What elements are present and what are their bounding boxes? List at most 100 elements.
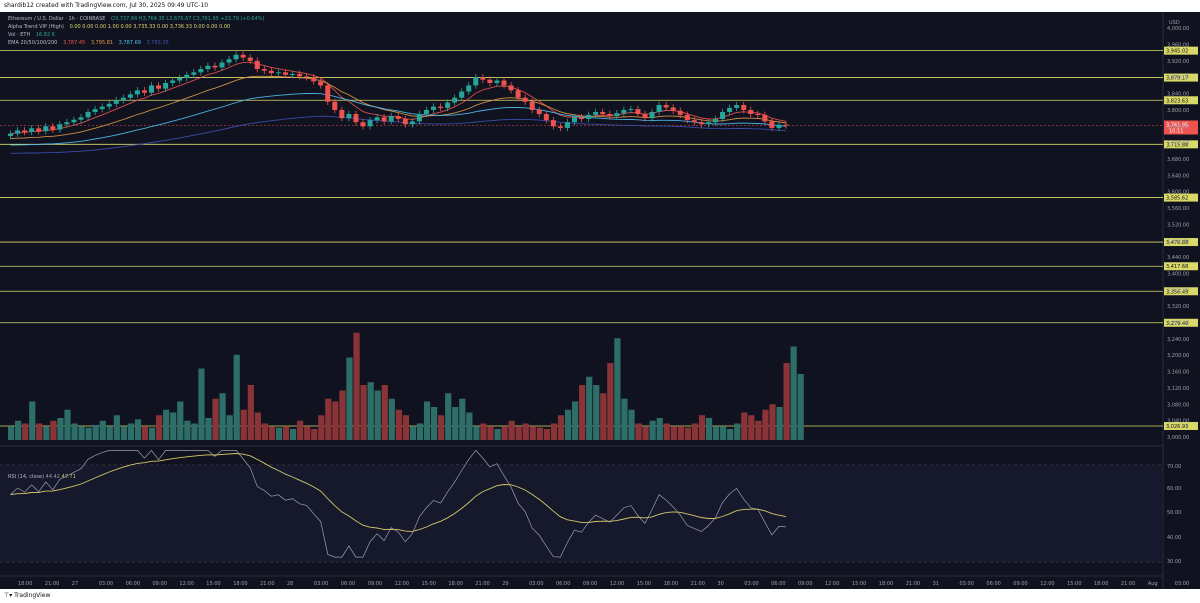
ema-line <box>10 75 787 140</box>
level-tag-label: 3,715.88 <box>1166 142 1188 148</box>
candle-body <box>367 120 373 127</box>
legend-symbol: Ethereum / U.S. Dollar · 1h · COINBASE <box>8 16 106 22</box>
time-tick-label: 06:00 <box>556 581 570 587</box>
candle-body <box>22 130 28 133</box>
volume-bar <box>572 401 579 440</box>
candle-body <box>325 85 331 102</box>
candle-body <box>466 85 472 92</box>
tradingview-logo-icon: ⊤▾ <box>4 592 15 599</box>
volume-bar <box>64 409 71 440</box>
candle-body <box>36 128 42 132</box>
candle-body <box>64 122 70 125</box>
candle-body <box>226 59 232 63</box>
candle-body <box>99 106 105 110</box>
volume-bar <box>431 407 438 440</box>
volume-bar <box>339 390 346 440</box>
level-tag-label: 3,879.17 <box>1166 76 1188 82</box>
volume-bar <box>15 420 22 440</box>
time-tick-label: 09:00 <box>368 581 382 587</box>
time-tick-label: 18:00 <box>879 581 893 587</box>
volume-bar <box>149 427 156 440</box>
price-tick-label: 3,000.00 <box>1167 435 1189 441</box>
level-tag-bg <box>1164 46 1198 55</box>
candle-body <box>431 106 436 110</box>
candle-body <box>402 118 408 125</box>
volume-bar <box>720 426 727 440</box>
time-tick-label: Aug <box>1148 581 1158 587</box>
footer-brand-text: TradingView <box>14 592 51 599</box>
candle-body <box>134 90 140 95</box>
volume-bar <box>275 427 283 440</box>
candle-body <box>698 122 704 125</box>
candle-body <box>656 105 662 112</box>
ema-line <box>10 61 787 135</box>
volume-bar <box>677 426 684 440</box>
volume-bar <box>473 426 480 440</box>
volume-bar <box>459 398 466 440</box>
rsi-band-fill <box>0 465 1163 562</box>
last-price-countdown: 10:11 <box>1169 128 1183 134</box>
volume-bar <box>226 415 233 440</box>
time-tick-label: 18:00 <box>233 581 247 587</box>
candle-body <box>43 126 49 132</box>
candle-body <box>297 73 303 77</box>
candle-body <box>205 65 211 70</box>
candle-body <box>529 101 535 110</box>
time-tick-label: 15:00 <box>852 581 866 587</box>
volume-bar <box>163 409 170 440</box>
volume-bar <box>78 426 85 440</box>
volume-bar <box>663 423 670 440</box>
time-tick-label: 12:00 <box>395 581 409 587</box>
candle-body <box>332 101 338 110</box>
volume-bar <box>409 426 417 440</box>
time-tick-label: 21:00 <box>260 581 274 587</box>
volume-bar <box>85 427 92 440</box>
candle-body <box>170 80 176 83</box>
level-tag-bg <box>1164 73 1198 82</box>
rsi-tick-40: 40.00 <box>1167 535 1181 541</box>
volume-bar <box>127 423 135 440</box>
candle-body <box>508 85 514 91</box>
chart-area[interactable]: Ethereum / U.S. Dollar · 1h · COINBASE O… <box>0 12 1200 589</box>
time-tick-label: 12:00 <box>1040 581 1054 587</box>
legend-row-symbol: Ethereum / U.S. Dollar · 1h · COINBASE O… <box>8 16 268 22</box>
candle-body <box>762 114 768 122</box>
volume-bar <box>628 409 635 440</box>
volume-bar <box>508 420 515 440</box>
legend-alpha: Alpha Trend VIP (High) <box>8 24 64 30</box>
rsi-tick-30: 30.00 <box>1167 559 1181 565</box>
price-tick-label: 3,080.00 <box>1167 402 1189 408</box>
candle-body <box>769 121 775 128</box>
candle-body <box>487 79 493 83</box>
price-tick-label: 3,800.00 <box>1167 108 1189 114</box>
candle-body <box>621 109 627 114</box>
volume-bar <box>416 423 424 440</box>
candle-body <box>579 117 585 119</box>
volume-bar <box>268 426 276 440</box>
volume-bar <box>240 409 247 440</box>
rsi-legend-name: RSI (14, close) <box>8 474 45 480</box>
volume-bar <box>494 429 501 440</box>
candle-body <box>127 94 133 98</box>
time-tick-label: 21:00 <box>1121 581 1135 587</box>
volume-bar <box>705 418 713 440</box>
volume-bar <box>8 426 15 440</box>
rsi-tick-60: 60.00 <box>1167 486 1181 492</box>
volume-bar <box>790 346 797 440</box>
volume-bar <box>529 426 536 440</box>
legend-alpha-values: 0.00 0.00 0.00 1.00 0.00 3,735.33 0.00 3… <box>69 24 231 30</box>
price-tick-label: 3,400.00 <box>1167 271 1189 277</box>
price-tick-label: 3,520.00 <box>1167 222 1189 228</box>
volume-bar <box>557 415 565 440</box>
volume-bar <box>487 426 494 440</box>
ema-line <box>10 93 787 146</box>
candle-body <box>572 117 577 123</box>
volume-bar <box>621 398 628 440</box>
price-tick-label: 3,760.00 <box>1167 124 1189 130</box>
volume-bar <box>120 426 127 440</box>
volume-bar <box>297 420 304 440</box>
level-tag-bg <box>1164 262 1198 271</box>
time-tick-label: 31 <box>933 581 939 587</box>
level-tag-bg <box>1164 96 1198 105</box>
candle-body <box>776 124 782 128</box>
